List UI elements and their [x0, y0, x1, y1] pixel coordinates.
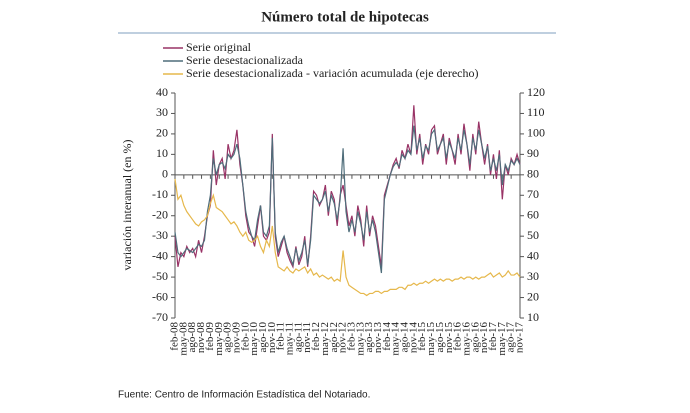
y-tick-label: -60	[152, 289, 168, 303]
x-tick-label: ago-15	[434, 322, 446, 353]
x-tick-label: nov-13	[372, 322, 384, 354]
y-tick-label: 40	[156, 85, 168, 99]
x-tick-label: feb-17	[487, 322, 499, 351]
y-tick-label: 10	[156, 146, 168, 160]
x-tick-label: ago-17	[505, 322, 517, 353]
y2-tick-label: 60	[527, 207, 539, 221]
y2-tick-label: 80	[527, 167, 539, 181]
x-tick-label: may-11	[284, 322, 296, 355]
y-tick-label: -50	[152, 269, 168, 283]
x-tick-label: feb-08	[169, 322, 181, 351]
y2-tick-label: 90	[527, 146, 539, 160]
x-tick-label: ago-09	[222, 322, 234, 353]
series-line	[174, 178, 521, 297]
y-tick-label: -40	[152, 248, 168, 262]
x-tick-label: may-15	[425, 322, 437, 356]
x-tick-label: nov-17	[514, 322, 526, 354]
y2-tick-label: 20	[527, 289, 539, 303]
x-tick-label: nov-12	[337, 322, 349, 353]
x-tick-label: may-14	[390, 322, 402, 356]
x-tick-label: feb-15	[416, 322, 428, 351]
y-axis-label: variación interanual (en %)	[120, 140, 134, 271]
y2-tick-label: 40	[527, 248, 539, 262]
x-tick-label: nov-16	[478, 322, 490, 354]
x-tick-label: nov-15	[443, 322, 455, 354]
x-tick-label: ago-10	[257, 322, 269, 353]
y-tick-label: 20	[156, 126, 168, 140]
x-tick-label: may-17	[496, 322, 508, 356]
y-tick-label: 0	[162, 167, 168, 181]
x-tick-label: nov-09	[230, 322, 242, 354]
y2-tick-label: 100	[527, 126, 545, 140]
legend-label: Serie original	[186, 40, 252, 54]
x-tick-label: nov-10	[266, 322, 278, 354]
chart-title: Número total de hipotecas	[261, 9, 429, 25]
x-tick-label: ago-08	[186, 322, 198, 353]
x-tick-label: feb-16	[452, 322, 464, 351]
x-tick-label: may-13	[354, 322, 366, 356]
x-tick-label: feb-09	[204, 322, 216, 351]
y2-tick-label: 110	[527, 105, 545, 119]
x-tick-label: ago-16	[469, 322, 481, 353]
x-tick-label: may-08	[177, 322, 189, 356]
x-tick-label: feb-11	[275, 322, 287, 350]
x-tick-label: feb-14	[381, 322, 393, 351]
x-tick-label: may-10	[248, 322, 260, 356]
y-tick-label: -30	[152, 228, 168, 242]
x-tick-label: may-16	[460, 322, 472, 356]
x-tick-label: ago-12	[328, 322, 340, 353]
x-tick-label: ago-11	[292, 322, 304, 352]
y2-tick-label: 70	[527, 187, 539, 201]
x-tick-label: feb-10	[239, 322, 251, 351]
legend-label: Serie desestacionalizada	[186, 53, 304, 67]
x-tick-label: ago-13	[363, 322, 375, 353]
x-tick-label: ago-14	[399, 322, 411, 353]
y-tick-label: 30	[156, 105, 168, 119]
x-tick-label: nov-11	[301, 322, 313, 353]
y2-tick-label: 50	[527, 228, 539, 242]
x-tick-label: may-09	[213, 322, 225, 356]
legend-label: Serie desestacionalizada - variación acu…	[186, 66, 479, 80]
source: Fuente: Centro de Información Estadístic…	[118, 390, 370, 401]
y2-tick-label: 30	[527, 269, 539, 283]
series-line	[174, 105, 521, 269]
y-tick-label: -10	[152, 187, 168, 201]
x-tick-label: feb-12	[310, 322, 322, 351]
y2-tick-label: 120	[527, 85, 545, 99]
x-tick-label: may-12	[319, 322, 331, 356]
y2-tick-label: 10	[527, 310, 539, 324]
x-tick-label: feb-13	[345, 322, 357, 351]
series-line	[174, 125, 521, 274]
y-tick-label: -20	[152, 207, 168, 221]
x-tick-label: nov-14	[407, 322, 419, 354]
x-tick-label: nov-08	[195, 322, 207, 354]
y-tick-label: -70	[152, 310, 168, 324]
